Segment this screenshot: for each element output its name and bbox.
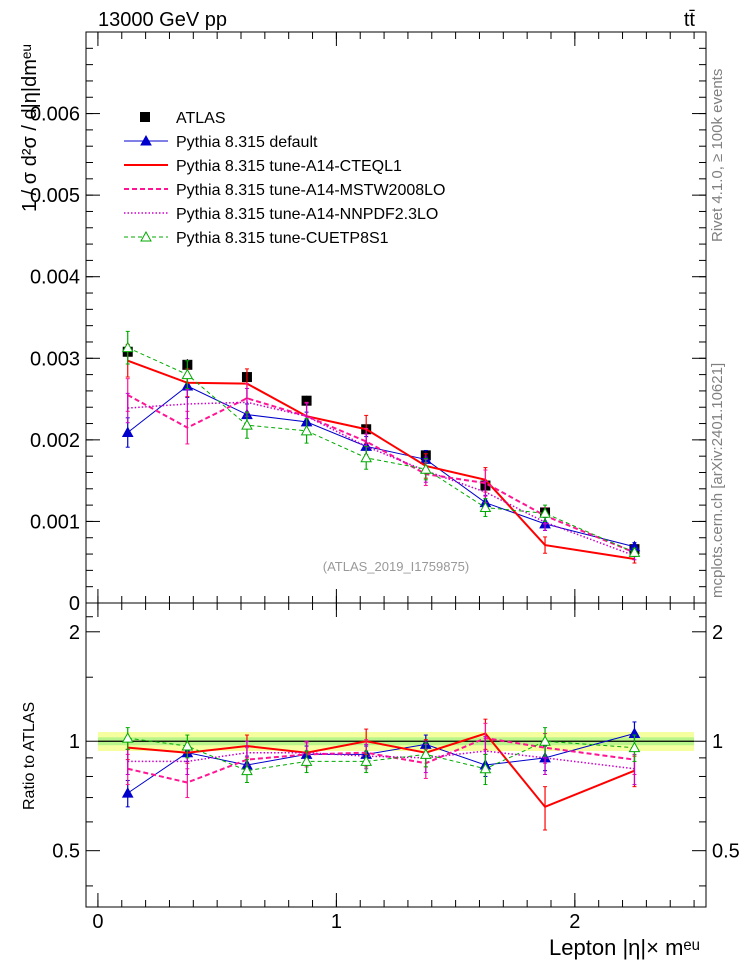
main-series-4-point: [419, 463, 432, 474]
ratio-series-4-point: [419, 748, 432, 759]
main-y-tick-label: 0.004: [30, 267, 80, 289]
main-y-tick-label: 0.005: [30, 185, 80, 207]
x-axis-label: Lepton |η|× mᵉᵘ: [549, 935, 700, 960]
mcplots-label: mcplots.cern.ch [arXiv:2401.10621]: [709, 363, 726, 598]
main-y-tick-label: 0.006: [30, 104, 80, 126]
legend-series-4-marker: [140, 230, 152, 242]
ratio-y-tick-label-right: 2: [712, 622, 723, 644]
main-series-4-point: [300, 424, 313, 436]
main-series-4-point: [360, 451, 373, 463]
ratio-series-4-point: [300, 755, 313, 766]
ratio-series-4-point: [121, 732, 134, 743]
main-series-4-point: [121, 341, 134, 353]
ratio-y-tick-label: 2: [69, 622, 80, 644]
legend: ATLAS Pythia 8.315 default Pythia 8.315 tu…: [124, 110, 445, 247]
legend-series-2-label: Pythia 8.315 tune-A14-MSTW2008LO: [176, 182, 445, 199]
legend-series-0-label: Pythia 8.315 default: [176, 134, 318, 151]
main-series-0-line: [127, 385, 635, 548]
ratio-axis-ticks: 0.5 0.5 1 1 2 2: [52, 616, 740, 887]
main-y-tick-label: 0.001: [30, 511, 80, 533]
main-axis-ticks: 0 0.001 0.002 0.003 0.004 0.005 0.006: [30, 47, 706, 615]
ratio-series-4-point: [628, 741, 641, 753]
legend-series-3-label: Pythia 8.315 tune-A14-NNPDF2.3LO: [176, 206, 438, 223]
ratio-series-4-point: [539, 735, 551, 746]
ratio-y-tick-label-right: 1: [712, 731, 723, 753]
ratio-series-4-line: [127, 737, 635, 772]
ratio-y-tick-label: 1: [69, 731, 80, 753]
atlas-data-point: [301, 395, 312, 406]
main-series-1-line: [127, 359, 635, 560]
main-series-4-point: [539, 507, 551, 518]
main-series-4-point: [628, 546, 641, 557]
ratio-series-4-point: [360, 755, 373, 766]
main-y-tick-label: 0.003: [30, 348, 80, 370]
x-tick-label: 0: [92, 911, 103, 933]
process-label: tt̄: [684, 9, 696, 31]
ratio-series-4-point: [181, 740, 194, 751]
main-series-4-point: [241, 419, 253, 430]
legend-series-0-marker: [140, 134, 152, 146]
ratio-series-4-point: [479, 762, 492, 774]
main-series-0-point: [121, 426, 134, 438]
ratio-series-4-point: [241, 764, 253, 776]
x-tick-label: 2: [569, 911, 580, 933]
main-y-tick-label: 0: [69, 593, 80, 615]
ratio-y-tick-label-right: 0.5: [712, 841, 740, 863]
legend-atlas-label: ATLAS: [176, 110, 226, 127]
main-series-4-point: [181, 368, 194, 380]
legend-series-1-label: Pythia 8.315 tune-A14-CTEQL1: [176, 158, 402, 175]
ratio-series-group: [121, 718, 641, 831]
ratio-y-axis-label: Ratio to ATLAS: [21, 702, 38, 810]
ratio-plot-frame: [85, 602, 707, 908]
main-series-2-line: [127, 394, 635, 554]
main-series-4-point: [479, 501, 492, 513]
ratio-series-0-point: [121, 787, 134, 798]
x-axis-ticks: 0 1 2: [92, 32, 695, 933]
ratio-y-tick-label: 0.5: [52, 841, 80, 863]
x-tick-label: 1: [331, 911, 342, 933]
legend-atlas-marker: [140, 112, 150, 122]
analysis-watermark: (ATLAS_2019_I1759875): [323, 559, 469, 574]
rivet-label: Rivet 4.1.0, ≥ 100k events: [709, 69, 726, 242]
main-y-axis-label: 1 / σ d²σ / d|η|dmᵉᵘ: [19, 44, 41, 212]
main-y-tick-label: 0.002: [30, 430, 80, 452]
legend-series-4-label: Pythia 8.315 tune-CUETP8S1: [176, 230, 389, 247]
main-series-group: [121, 330, 641, 564]
energy-label: 13000 GeV pp: [98, 9, 227, 31]
main-series-3-line: [127, 401, 635, 557]
